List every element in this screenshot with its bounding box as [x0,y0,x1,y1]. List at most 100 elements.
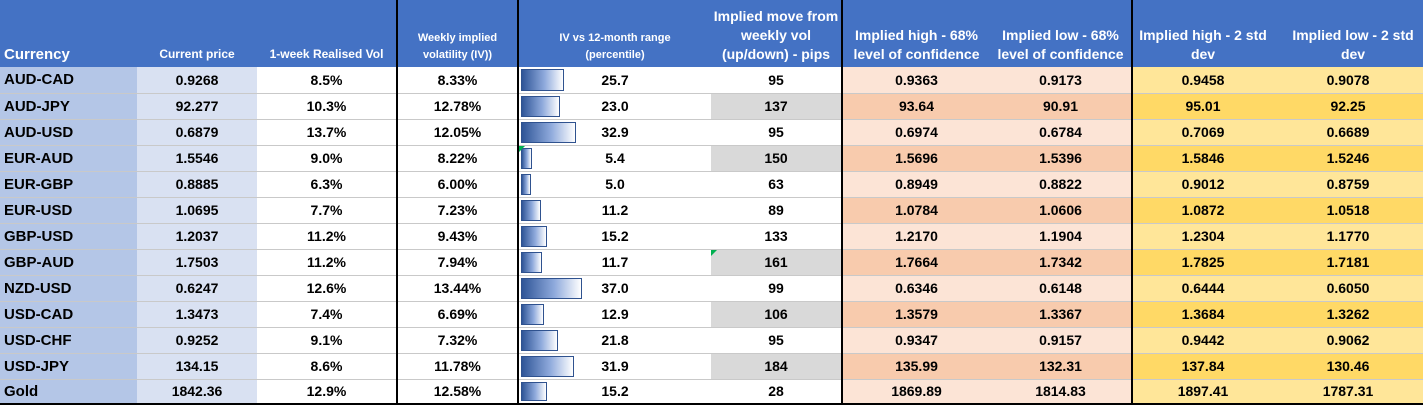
cell-current-price: 1.0695 [137,197,257,224]
cell-low-2sd: 1.5246 [1273,145,1423,172]
cell-implied-move: 161 [711,249,843,276]
cell-high-68: 0.8949 [842,171,990,198]
percentile-databar [521,121,576,143]
cell-realised-vol: 10.3% [257,93,397,120]
header-low-68: Implied low - 68% level of confidence [990,0,1132,67]
cell-implied-move: 133 [711,223,843,250]
header-iv-range: IV vs 12-month range (percentile) [518,0,711,67]
percentile-value: 5.0 [605,176,625,192]
cell-iv-percentile: 31.9 [518,353,711,380]
cell-current-price: 1.5546 [137,145,257,172]
table-row: AUD-JPY 92.277 10.3% 12.78% 23.0 137 93.64 90.9… [0,93,1423,120]
cell-realised-vol: 6.3% [257,171,397,198]
cell-high-68: 0.9363 [842,67,990,94]
cell-weekly-iv: 12.05% [396,119,519,146]
cell-low-68: 90.91 [990,93,1132,120]
percentile-value: 11.7 [601,254,629,270]
cell-implied-move: 106 [711,301,843,328]
table-row: GBP-AUD 1.7503 11.2% 7.94% 11.7 161 1.7664 1.73… [0,249,1423,276]
cell-high-68: 1.7664 [842,249,990,276]
cell-currency: EUR-GBP [0,171,137,198]
cell-low-68: 132.31 [990,353,1132,380]
cell-weekly-iv: 12.78% [396,93,519,120]
cell-low-2sd: 1.1770 [1273,223,1423,250]
cell-low-2sd: 92.25 [1273,93,1423,120]
cell-realised-vol: 8.5% [257,67,397,94]
cell-current-price: 0.9268 [137,67,257,94]
header-currency: Currency [0,0,137,67]
percentile-databar [521,277,582,299]
cell-high-68: 1.3579 [842,301,990,328]
cell-iv-percentile: 12.9 [518,301,711,328]
cell-iv-percentile: 11.2 [518,197,711,224]
percentile-value: 37.0 [601,280,629,296]
cell-low-68: 0.8822 [990,171,1132,198]
cell-low-2sd: 0.9078 [1273,67,1423,94]
comment-marker-icon [519,145,525,152]
table-row: GBP-USD 1.2037 11.2% 9.43% 15.2 133 1.2170 1.19… [0,223,1423,250]
cell-low-2sd: 0.8759 [1273,171,1423,198]
cell-low-2sd: 0.9062 [1273,327,1423,354]
cell-currency: USD-JPY [0,353,137,380]
cell-low-68: 1.3367 [990,301,1132,328]
cell-implied-move: 89 [711,197,843,224]
cell-weekly-iv: 7.32% [396,327,519,354]
cell-iv-percentile: 32.9 [518,119,711,146]
header-low-2sd: Implied low - 2 std dev [1273,0,1423,67]
cell-current-price: 92.277 [137,93,257,120]
cell-currency: Gold [0,379,137,405]
cell-implied-move: 63 [711,171,843,198]
cell-current-price: 1842.36 [137,379,257,405]
cell-iv-percentile: 5.4 [518,145,711,172]
cell-high-68: 0.6346 [842,275,990,302]
cell-realised-vol: 12.9% [257,379,397,405]
cell-realised-vol: 9.0% [257,145,397,172]
cell-high-2sd: 1.2304 [1131,223,1273,250]
cell-high-68: 0.6974 [842,119,990,146]
percentile-databar [521,329,558,351]
cell-high-68: 93.64 [842,93,990,120]
cell-weekly-iv: 6.00% [396,171,519,198]
cell-high-68: 1.0784 [842,197,990,224]
table-row: EUR-GBP 0.8885 6.3% 6.00% 5.0 63 0.8949 0.8822 0… [0,171,1423,198]
cell-realised-vol: 11.2% [257,223,397,250]
cell-implied-move: 184 [711,353,843,380]
cell-currency: USD-CAD [0,301,137,328]
percentile-databar [521,303,544,325]
percentile-databar [521,69,564,91]
cell-high-2sd: 0.9458 [1131,67,1273,94]
cell-high-68: 1.2170 [842,223,990,250]
cell-current-price: 1.7503 [137,249,257,276]
cell-low-68: 0.6784 [990,119,1132,146]
cell-currency: GBP-AUD [0,249,137,276]
table-row: USD-CAD 1.3473 7.4% 6.69% 12.9 106 1.3579 1.336… [0,301,1423,328]
cell-realised-vol: 12.6% [257,275,397,302]
cell-high-2sd: 0.6444 [1131,275,1273,302]
percentile-databar [521,147,532,169]
cell-weekly-iv: 7.94% [396,249,519,276]
cell-current-price: 0.9252 [137,327,257,354]
cell-implied-move: 95 [711,67,843,94]
cell-low-2sd: 0.6050 [1273,275,1423,302]
cell-low-68: 0.9173 [990,67,1132,94]
header-row: Currency Current price 1-week Realised V… [0,0,1423,67]
cell-implied-move: 95 [711,119,843,146]
percentile-value: 5.4 [605,150,625,166]
percentile-value: 23.0 [601,98,629,114]
cell-currency: GBP-USD [0,223,137,250]
table-row: EUR-AUD 1.5546 9.0% 8.22% 5.4 150 1.5696 1.5396… [0,145,1423,172]
cell-iv-percentile: 15.2 [518,379,711,405]
percentile-databar [521,173,531,195]
table-body: AUD-CAD 0.9268 8.5% 8.33% 25.7 95 0.9363 0.9173… [0,67,1423,405]
percentile-value: 15.2 [601,383,629,400]
cell-current-price: 0.6247 [137,275,257,302]
cell-high-2sd: 1.3684 [1131,301,1273,328]
percentile-value: 32.9 [601,124,629,140]
cell-iv-percentile: 25.7 [518,67,711,94]
cell-low-2sd: 1.7181 [1273,249,1423,276]
cell-low-68: 1.5396 [990,145,1132,172]
cell-iv-percentile: 21.8 [518,327,711,354]
cell-realised-vol: 9.1% [257,327,397,354]
header-high-68: Implied high - 68% level of confidence [842,0,990,67]
cell-current-price: 1.2037 [137,223,257,250]
